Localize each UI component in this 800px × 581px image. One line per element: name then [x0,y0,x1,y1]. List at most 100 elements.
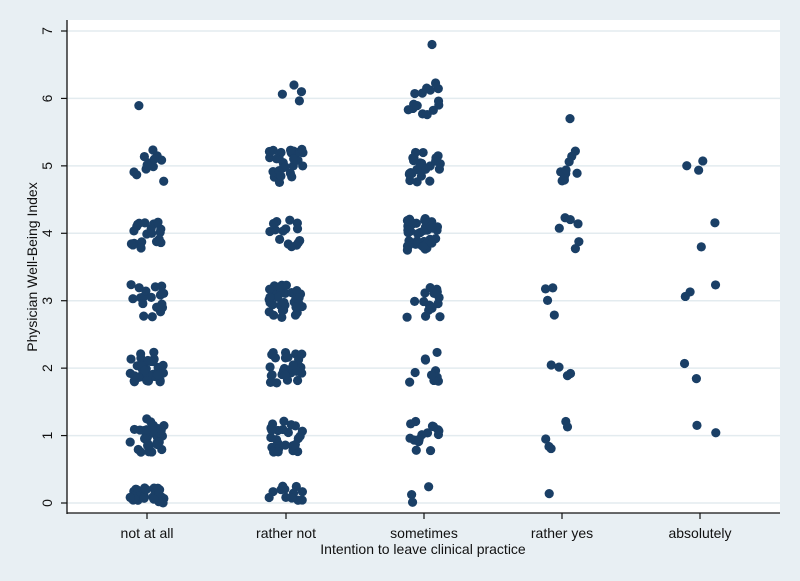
y-axis-label: Physician Well-Being Index [24,182,40,351]
data-point [129,226,139,236]
x-axis-label: Intention to leave clinical practice [320,541,526,557]
data-point [420,311,431,321]
data-point [142,414,152,424]
data-point [297,487,308,497]
data-point [430,78,441,88]
data-point [407,497,418,507]
data-point [149,154,159,164]
data-point [422,83,432,93]
data-point [141,484,151,495]
data-point [416,171,426,181]
data-point [140,365,150,375]
data-point [428,422,439,432]
data-point [275,234,285,244]
data-point [136,447,146,457]
data-point [414,434,424,444]
data-point [136,243,146,253]
y-tick-label: 0 [39,499,55,507]
data-point [156,224,166,234]
x-tick-label: absolutely [668,525,731,541]
data-point [265,292,275,302]
data-point [277,312,287,322]
data-point [153,303,163,313]
y-tick-label: 1 [39,431,55,439]
data-point [402,245,413,255]
data-point [548,283,558,293]
data-point [682,161,692,171]
data-point [298,161,308,171]
data-point [292,286,302,296]
data-point [542,295,553,305]
data-point [425,282,435,293]
data-point [277,89,287,99]
data-point [297,495,307,505]
data-point [564,157,574,167]
data-point [130,371,140,381]
data-point [292,224,303,234]
data-point [269,310,279,320]
data-point [296,87,307,97]
data-point [136,349,146,359]
data-point [146,292,156,302]
data-point [139,151,149,162]
data-point [410,296,420,306]
data-point [153,370,163,380]
data-point [268,145,278,155]
data-point [279,416,289,426]
data-point [142,376,152,386]
data-point [410,367,420,378]
data-point [425,445,436,456]
data-point [142,160,152,170]
data-point [433,299,443,309]
data-point [570,244,580,254]
data-point [132,170,142,180]
data-point [268,347,278,358]
data-point [126,354,136,364]
data-point [698,156,708,166]
data-point [285,145,296,155]
data-point [149,494,159,504]
data-point [410,88,420,99]
data-point [573,219,583,229]
data-point [276,171,286,181]
data-point [125,492,135,502]
data-point [153,217,163,227]
data-point [544,441,554,452]
data-point [424,482,434,492]
data-point [561,416,571,427]
data-point [143,439,153,449]
data-point [290,440,300,450]
data-point [403,105,413,115]
data-point [422,110,432,120]
data-point [278,424,288,435]
data-point [549,310,559,320]
data-point [273,292,283,302]
data-point [554,362,564,372]
data-point [425,176,435,186]
data-point [273,447,283,457]
data-point [150,282,160,292]
data-point [565,114,575,124]
data-point [283,352,293,362]
data-point [126,280,136,290]
data-point [268,487,278,497]
data-point [288,360,298,370]
data-point [680,291,690,302]
data-point [418,242,428,252]
data-point [289,80,299,90]
data-point [134,100,144,111]
data-point [147,312,157,322]
data-point [289,154,299,164]
data-point [158,360,168,370]
data-point [297,349,307,359]
data-point [710,218,720,228]
data-point [411,445,421,455]
data-point [561,165,571,175]
data-point [265,226,275,237]
data-point [128,294,138,304]
data-point [572,168,582,178]
data-point [407,490,417,500]
data-point [435,312,445,322]
y-tick-label: 7 [39,27,55,35]
